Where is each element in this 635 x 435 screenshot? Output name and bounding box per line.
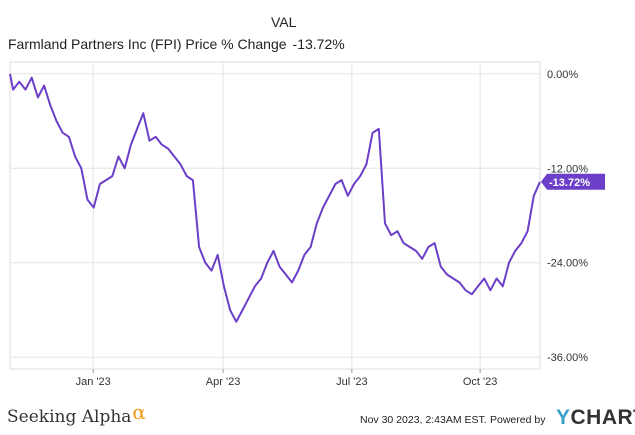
y-tick-label: 0.00% xyxy=(547,69,578,81)
x-tick-label: Apr '23 xyxy=(206,376,241,388)
seeking-alpha-logo[interactable]: Seeking Alphaα xyxy=(7,400,146,427)
alpha-icon: α xyxy=(132,400,146,424)
y-tick-label: -24.00% xyxy=(547,258,588,270)
brand-name: Seeking Alpha xyxy=(7,407,132,427)
legend-title: VAL xyxy=(271,14,297,30)
timestamp: Nov 30 2023, 2:43AM EST. xyxy=(360,414,487,426)
plot-frame xyxy=(9,61,541,370)
end-value-label: -13.72% xyxy=(541,173,605,190)
series-layer xyxy=(9,73,541,323)
series-line-fpi xyxy=(9,73,541,323)
legend-series-row: Farmland Partners Inc (FPI) Price % Chan… xyxy=(8,36,345,52)
ycharts-wordmark: CHARTS xyxy=(570,406,635,429)
grid-lines xyxy=(10,62,540,369)
x-tick-label: Oct '23 xyxy=(463,376,498,388)
end-value-text: -13.72% xyxy=(549,177,590,189)
x-tick-label: Jan '23 xyxy=(76,376,111,388)
price-change-chart: 0.00% -12.00% -24.00% -36.00% Jan '23 Apr '23… xyxy=(9,61,605,388)
y-tick-label: -36.00% xyxy=(547,352,588,364)
ycharts-logo[interactable]: YCHARTS xyxy=(556,406,635,430)
powered-by-label: Powered by xyxy=(490,414,546,426)
ycharts-y-icon: Y xyxy=(556,406,571,429)
y-tick-label: -12.00% xyxy=(547,163,588,175)
x-tick-label: Jul '23 xyxy=(336,376,367,388)
legend-series-value: -13.72% xyxy=(292,36,345,52)
legend-series-name: Farmland Partners Inc (FPI) Price % Chan… xyxy=(8,36,287,52)
end-value-badge xyxy=(541,173,605,190)
tick-labels: 0.00% -12.00% -24.00% -36.00% Jan '23 Apr '23… xyxy=(76,69,589,388)
footer: Seeking Alphaα Nov 30 2023, 2:43AM EST. … xyxy=(0,395,635,435)
